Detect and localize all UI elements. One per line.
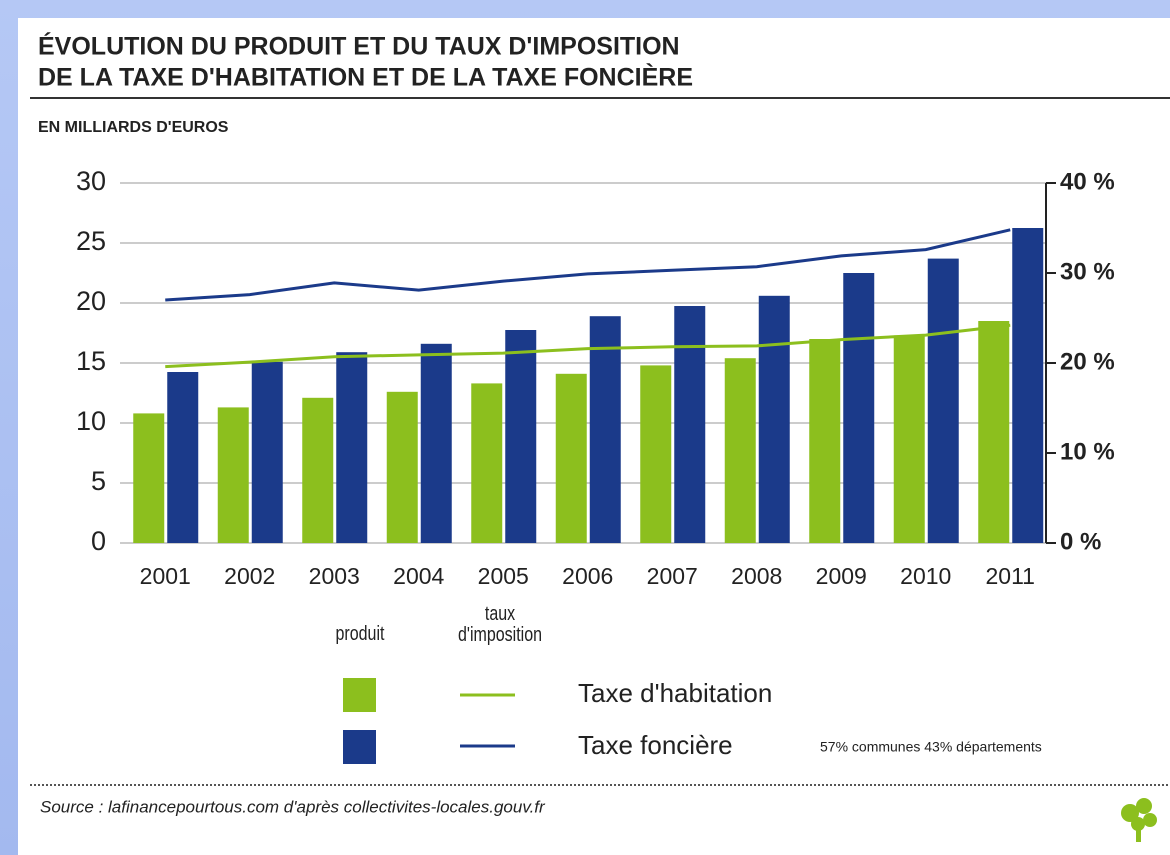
legend-header: taux d'imposition — [458, 603, 542, 646]
y-tick-label: 30 — [76, 166, 106, 196]
y2-tick-label: 40 % — [1060, 168, 1115, 195]
legend-header: produit — [335, 623, 385, 645]
y2-tick-label: 10 % — [1060, 438, 1115, 465]
bar — [674, 306, 706, 543]
bar — [724, 358, 756, 543]
bar — [133, 413, 165, 543]
bar — [843, 273, 875, 543]
bar — [640, 365, 672, 543]
x-tick-label: 2006 — [562, 563, 613, 589]
subtitle: EN MILLIARDS D'EUROS — [38, 119, 229, 136]
legend-label: Taxe d'habitation — [578, 678, 772, 708]
bar — [336, 352, 368, 543]
x-tick-label: 2007 — [647, 563, 698, 589]
x-tick-label: 2003 — [309, 563, 360, 589]
bar — [167, 372, 199, 543]
x-tick-label: 2009 — [816, 563, 867, 589]
bar — [927, 258, 959, 543]
chart-title: DE LA TAXE D'HABITATION ET DE LA TAXE FO… — [38, 63, 693, 92]
bar — [893, 335, 925, 543]
bar — [809, 339, 841, 543]
logo — [1121, 798, 1157, 842]
bar — [978, 321, 1010, 543]
y-tick-label: 0 — [91, 526, 106, 556]
y2-tick-label: 20 % — [1060, 348, 1115, 375]
y-tick-label: 20 — [76, 286, 106, 316]
bar — [386, 391, 418, 543]
bar — [555, 373, 587, 543]
x-tick-label: 2008 — [731, 563, 782, 589]
x-tick-label: 2005 — [478, 563, 529, 589]
annotation: 57% communes 43% départements — [820, 739, 1042, 755]
x-tick-label: 2010 — [900, 563, 951, 589]
bar — [251, 361, 283, 543]
bar — [505, 330, 537, 543]
line — [165, 323, 1011, 369]
legend-swatch — [343, 678, 376, 712]
y-tick-label: 15 — [76, 346, 106, 376]
bar — [758, 295, 790, 543]
line — [165, 228, 1011, 302]
y2-tick-label: 30 % — [1060, 258, 1115, 285]
bar — [471, 383, 503, 543]
x-tick-label: 2002 — [224, 563, 275, 589]
x-tick-label: 2001 — [140, 563, 191, 589]
bar — [589, 316, 621, 543]
x-tick-label: 2011 — [986, 563, 1035, 589]
y-tick-label: 10 — [76, 406, 106, 436]
legend-swatch — [343, 730, 376, 764]
legend-label: Taxe foncière — [578, 730, 733, 760]
chart-title: ÉVOLUTION DU PRODUIT ET DU TAUX D'IMPOSI… — [38, 32, 680, 61]
bar — [217, 407, 249, 543]
bar — [302, 397, 334, 543]
y2-tick-label: 0 % — [1060, 528, 1101, 555]
y-tick-label: 25 — [76, 226, 106, 256]
bar — [420, 343, 452, 543]
bar — [1012, 228, 1044, 543]
y-tick-label: 5 — [91, 466, 106, 496]
x-tick-label: 2004 — [393, 563, 444, 589]
source: Source : lafinancepourtous.com d'après c… — [40, 797, 546, 816]
